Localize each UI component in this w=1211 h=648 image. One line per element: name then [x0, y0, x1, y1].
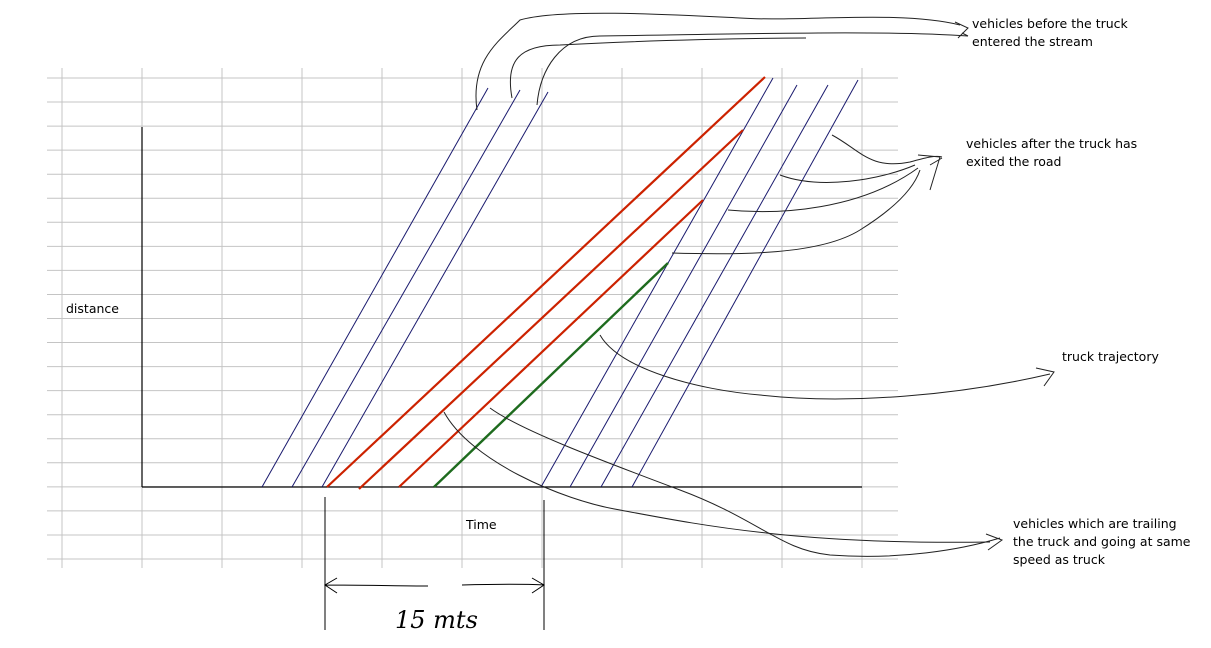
- leader: [509, 37, 807, 99]
- leader: [671, 169, 921, 255]
- trajectory: [321, 91, 549, 488]
- leader: [727, 167, 919, 213]
- annotation-text: exited the road: [966, 154, 1061, 169]
- leader: [831, 134, 943, 165]
- annotation-text: truck trajectory: [1062, 349, 1159, 364]
- arrow-head: [954, 21, 969, 39]
- duration-marker: [324, 497, 545, 630]
- trajectory: [261, 87, 489, 488]
- leader: [779, 164, 916, 183]
- leader: [443, 411, 991, 543]
- annotation-text: vehicles after the truck has: [966, 136, 1137, 151]
- annotation-text: the truck and going at same: [1013, 534, 1191, 549]
- duration-label: 15 mts: [395, 606, 478, 634]
- annotations: vehicles before the truck entered the str…: [966, 16, 1191, 567]
- axes: [141, 127, 862, 488]
- trajectory: [291, 89, 521, 488]
- trajectory: [569, 84, 798, 488]
- arrow: [324, 577, 545, 594]
- annotation-text: speed as truck: [1013, 552, 1106, 567]
- annotation-text: entered the stream: [972, 34, 1093, 49]
- trajectory: [631, 79, 859, 488]
- truck-trajectory: [433, 262, 669, 488]
- leader: [599, 334, 1051, 400]
- leader: [536, 32, 969, 106]
- annotation-text: vehicles before the truck: [972, 16, 1129, 31]
- trajectory: [540, 77, 774, 488]
- trailing-trajectory: [398, 199, 704, 488]
- trailing-trajectories: [326, 76, 766, 490]
- arrow-head: [917, 154, 943, 191]
- arrow-head: [1035, 367, 1055, 387]
- trailing-trajectory: [358, 129, 744, 490]
- annotation-sketches: [443, 12, 1055, 557]
- arrow-head: [985, 533, 1004, 551]
- vehicle-trajectories: [261, 77, 859, 488]
- trailing-trajectory: [326, 76, 766, 488]
- grid: [47, 68, 898, 568]
- trajectory: [600, 84, 829, 488]
- annotation-text: vehicles which are trailing: [1013, 516, 1177, 531]
- leader: [475, 12, 961, 111]
- y-axis-label: distance: [66, 301, 119, 316]
- x-axis-label: Time: [465, 517, 497, 532]
- leader: [489, 407, 1001, 557]
